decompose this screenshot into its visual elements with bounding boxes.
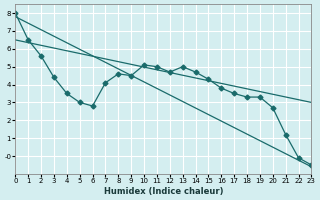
X-axis label: Humidex (Indice chaleur): Humidex (Indice chaleur) [104, 187, 223, 196]
